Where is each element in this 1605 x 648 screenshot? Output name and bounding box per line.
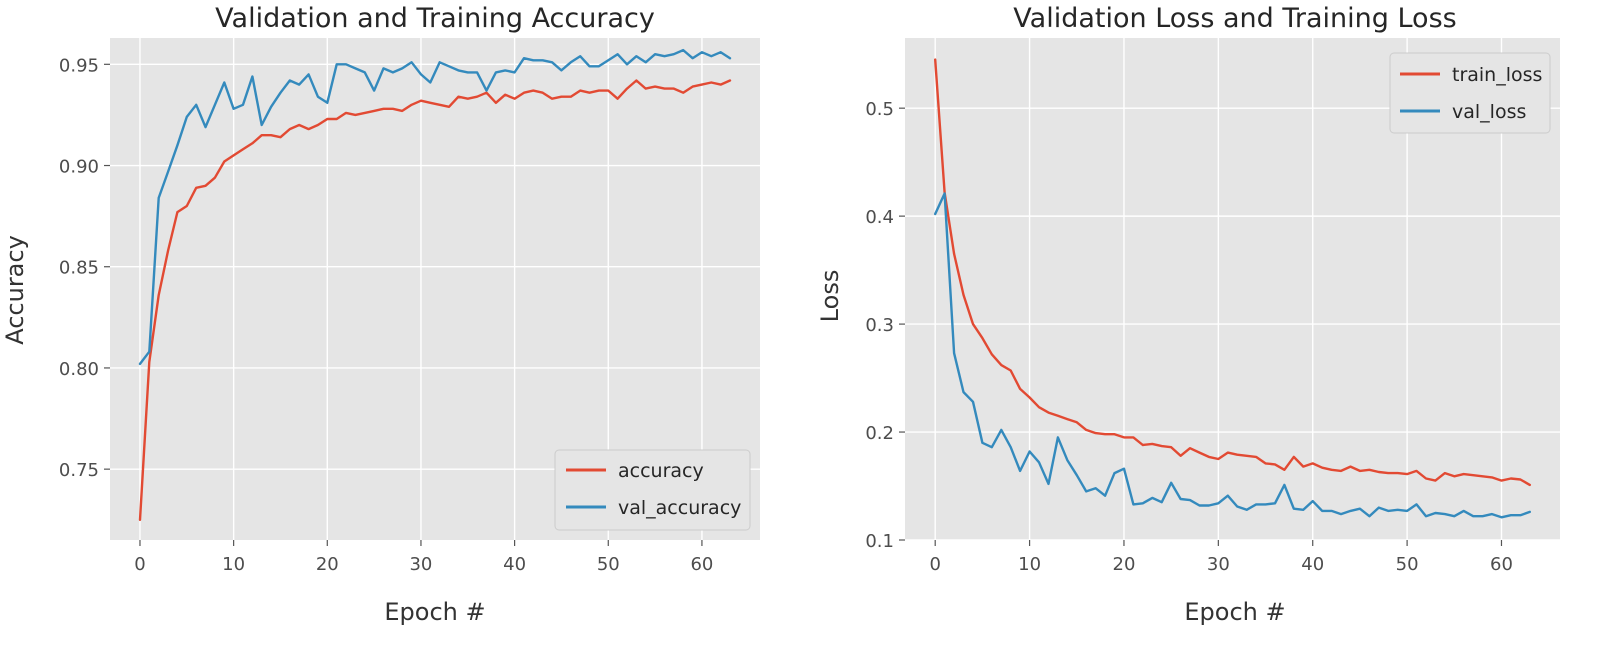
accuracy-y-tick-label: 0.85 [59, 258, 99, 279]
loss-series [934, 58, 1532, 519]
accuracy-x-axis-label: Epoch # [384, 598, 485, 626]
loss-y-tick-label: 0.5 [865, 99, 894, 120]
loss-y-tick-label: 0.2 [865, 423, 894, 444]
loss-y-tick-label: 0.4 [865, 207, 894, 228]
legend-label-train-loss: train_loss [1452, 64, 1542, 86]
loss-x-tick-label: 10 [1018, 554, 1041, 575]
loss-chart: 0 10 20 30 40 50 60 0.1 0.2 0.3 0.4 0.5 Validation … [816, 3, 1560, 626]
loss-grid [905, 38, 1560, 541]
loss-y-axis-label: Loss [816, 270, 844, 323]
accuracy-chart: 0 10 20 30 40 50 60 0.75 0.80 0.85 0.90 0.95 Valida… [1, 3, 760, 626]
loss-x-tick-label: 60 [1490, 554, 1513, 575]
series-line-val-accuracy [138, 48, 732, 366]
legend-label-val-loss: val_loss [1452, 101, 1526, 123]
loss-y-tick-label: 0.1 [865, 531, 894, 552]
accuracy-y-tick-label: 0.75 [59, 460, 99, 481]
accuracy-x-tick-label: 10 [222, 554, 245, 575]
loss-x-tick-label: 0 [929, 554, 940, 575]
series-line-train-loss [934, 58, 1532, 487]
accuracy-x-tick-label: 30 [409, 554, 432, 575]
loss-y-tick-label: 0.3 [865, 315, 894, 336]
loss-x-tick-label: 30 [1207, 554, 1230, 575]
accuracy-x-tick-label: 40 [503, 554, 526, 575]
legend-label-val-accuracy: val_accuracy [618, 497, 741, 519]
legend-label-accuracy: accuracy [618, 460, 704, 482]
series-line-val-loss [934, 192, 1532, 519]
accuracy-legend: accuracy val_accuracy [554, 449, 751, 531]
accuracy-x-tick-label: 50 [597, 554, 620, 575]
accuracy-x-tick-label: 60 [690, 554, 713, 575]
accuracy-y-tick-label: 0.80 [59, 359, 99, 380]
accuracy-x-tick-label: 20 [316, 554, 339, 575]
series-line-accuracy [138, 79, 732, 521]
accuracy-y-axis-label: Accuracy [1, 235, 29, 345]
loss-ticks: 0 10 20 30 40 50 60 0.1 0.2 0.3 0.4 0.5 [865, 99, 1513, 575]
accuracy-chart-title: Validation and Training Accuracy [215, 3, 655, 34]
accuracy-ticks: 0 10 20 30 40 50 60 0.75 0.80 0.85 0.90 0.95 [59, 55, 713, 575]
accuracy-grid [110, 38, 760, 540]
accuracy-y-tick-label: 0.95 [59, 55, 99, 76]
accuracy-x-tick-label: 0 [134, 554, 145, 575]
loss-x-tick-label: 50 [1396, 554, 1419, 575]
loss-x-tick-label: 40 [1301, 554, 1324, 575]
loss-legend: train_loss val_loss [1389, 52, 1551, 134]
loss-x-axis-label: Epoch # [1184, 598, 1285, 626]
accuracy-series [138, 48, 732, 521]
loss-chart-title: Validation Loss and Training Loss [1013, 3, 1456, 34]
loss-x-tick-label: 20 [1113, 554, 1136, 575]
accuracy-y-tick-label: 0.90 [59, 157, 99, 178]
